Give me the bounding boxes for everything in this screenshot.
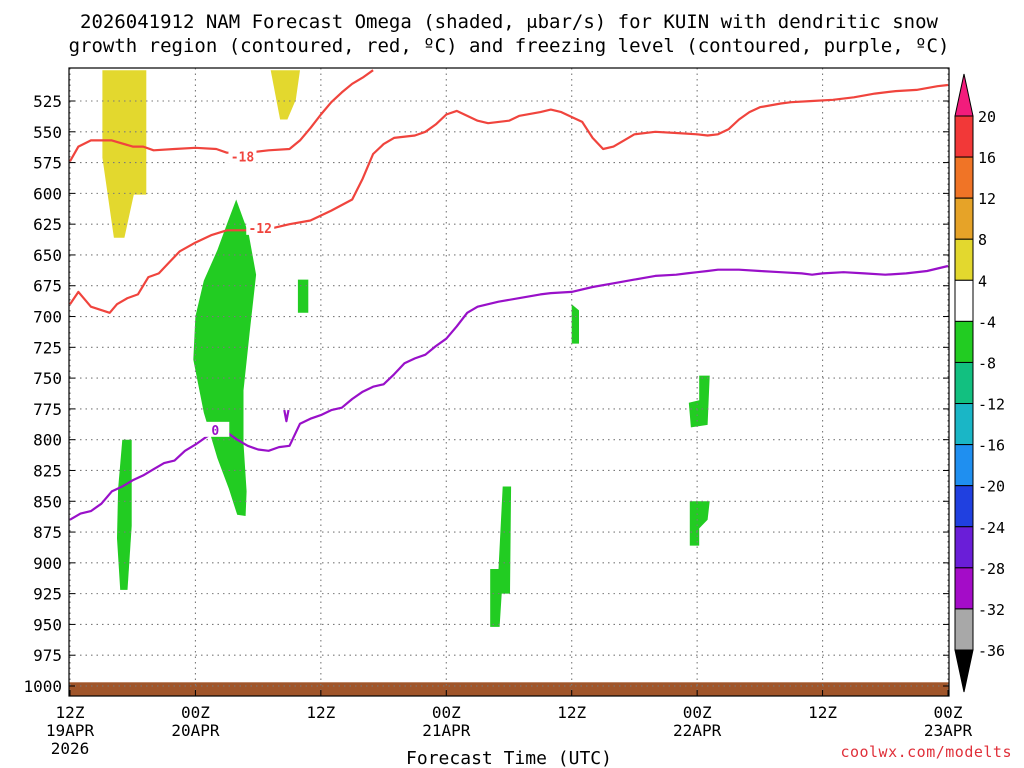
contour-label-1: -18 — [231, 150, 255, 165]
contour-line-3 — [69, 264, 949, 521]
colorbar-bin-4 — [954, 238, 974, 281]
plot-area: -18 -12 0 525 550 575 600 625 650 675 700 725 750 775… — [23, 67, 973, 758]
y-tick-label-800: 800 — [33, 431, 62, 450]
colorbar-bin-2 — [954, 156, 974, 199]
chart-title-line2: growth region (contoured, red, ºC) and f… — [69, 35, 950, 57]
contour-label-bg-1 — [228, 148, 257, 164]
colorbar-tick-label-12: -28 — [978, 560, 1005, 578]
omega-region-2 — [270, 70, 300, 120]
omega-region-3 — [193, 199, 257, 516]
x-tick-label-60-2: 22APR — [673, 721, 722, 740]
colorbar-tick-label-13: -32 — [978, 601, 1005, 619]
y-tick-label-925: 925 — [33, 585, 62, 604]
x-tick-label-12-1: 00Z — [181, 703, 210, 722]
y-tick-label-700: 700 — [33, 308, 62, 327]
colorbar-bin-1 — [954, 115, 974, 158]
colorbar-bottom-arrow — [954, 649, 974, 693]
y-tick-label-850: 850 — [33, 492, 62, 511]
credit-text: coolwx.com/modelts — [840, 743, 1012, 761]
contour-line-2 — [69, 83, 949, 314]
x-tick-label-84-1: 00Z — [934, 703, 963, 722]
y-tick-label-600: 600 — [33, 184, 62, 203]
colorbar-bin-11 — [954, 526, 974, 569]
colorbar-bin-7 — [954, 361, 974, 405]
y-tick-label-725: 725 — [33, 338, 62, 357]
colorbar-bin-12 — [954, 567, 974, 610]
x-tick-label-0-3: 2026 — [51, 739, 90, 758]
y-tick-label-550: 550 — [33, 123, 62, 142]
plot-inner: -18 -12 0 — [69, 68, 949, 696]
colorbar-tick-label-3: 12 — [978, 190, 996, 208]
omega-region-6 — [490, 486, 512, 627]
y-tick-label-875: 875 — [33, 523, 62, 542]
contour-label-bg-2 — [246, 219, 275, 235]
x-tick-label-60-1: 00Z — [683, 703, 712, 722]
y-tick-label-825: 825 — [33, 461, 62, 480]
colorbar-bin-9 — [954, 444, 974, 487]
contour-label-3: 0 — [211, 424, 219, 439]
y-tick-label-625: 625 — [33, 215, 62, 234]
x-tick-label-24-1: 12Z — [306, 703, 335, 722]
plot-frame — [68, 67, 950, 697]
contour-line-4 — [283, 409, 290, 423]
y-tick-label-950: 950 — [33, 615, 62, 634]
colorbar-bin-6 — [954, 320, 974, 363]
colorbar-tick-label-4: 8 — [978, 231, 987, 249]
y-tick-label-750: 750 — [33, 369, 62, 388]
omega-region-7 — [571, 304, 579, 344]
y-tick-label-775: 775 — [33, 400, 62, 419]
colorbar-tick-label-6: -4 — [978, 313, 996, 331]
x-tick-label-0-1: 12Z — [56, 703, 85, 722]
x-tick-label-36-1: 00Z — [432, 703, 461, 722]
colorbar-tick-label-11: -24 — [978, 519, 1005, 537]
contour-label-bg-3 — [201, 421, 230, 437]
omega-region-1 — [102, 70, 147, 238]
y-tick-label-650: 650 — [33, 246, 62, 265]
omega-colorbar: 20 16 12 8 4 -4 -8 -12 -16 -20 -24 -28 -32 -36 — [954, 73, 1005, 693]
colorbar-tick-label-7: -8 — [978, 354, 996, 372]
colorbar-tick-label-1: 20 — [978, 108, 996, 126]
y-tick-label-975: 975 — [33, 646, 62, 665]
colorbar-bin-13 — [954, 608, 974, 651]
colorbar-bin-5 — [954, 279, 974, 322]
colorbar-bin-3 — [954, 197, 974, 240]
omega-region-8 — [688, 375, 710, 428]
x-tick-label-84-2: 23APR — [924, 721, 973, 740]
colorbar-tick-label-5: 4 — [978, 272, 987, 290]
colorbar-tick-label-10: -20 — [978, 478, 1005, 496]
x-tick-label-72-1: 12Z — [808, 703, 837, 722]
y-tick-label-900: 900 — [33, 554, 62, 573]
y-tick-label-675: 675 — [33, 277, 62, 296]
x-axis-label: Forecast Time (UTC) — [406, 748, 612, 768]
colorbar-top-arrow — [954, 73, 974, 117]
x-tick-label-12-2: 20APR — [171, 721, 220, 740]
omega-region-4 — [297, 279, 309, 313]
colorbar-bin-10 — [954, 485, 974, 528]
x-tick-label-48-1: 12Z — [557, 703, 586, 722]
omega-region-9 — [689, 501, 710, 546]
x-tick-label-36-2: 21APR — [422, 721, 471, 740]
x-tick-label-0-2: 19APR — [46, 721, 95, 740]
omega-region-5 — [117, 439, 132, 590]
colorbar-bin-8 — [954, 403, 974, 446]
chart-title-line1: 2026041912 NAM Forecast Omega (shaded, μ… — [80, 11, 938, 33]
colorbar-tick-label-14: -36 — [978, 642, 1005, 660]
colorbar-tick-label-8: -12 — [978, 396, 1005, 414]
y-tick-label-575: 575 — [33, 154, 62, 173]
y-tick-label-525: 525 — [33, 92, 62, 111]
colorbar-tick-label-9: -16 — [978, 437, 1005, 455]
contour-label-2: -12 — [248, 222, 271, 237]
y-tick-label-1000: 1000 — [23, 677, 62, 696]
colorbar-tick-label-2: 16 — [978, 149, 996, 167]
